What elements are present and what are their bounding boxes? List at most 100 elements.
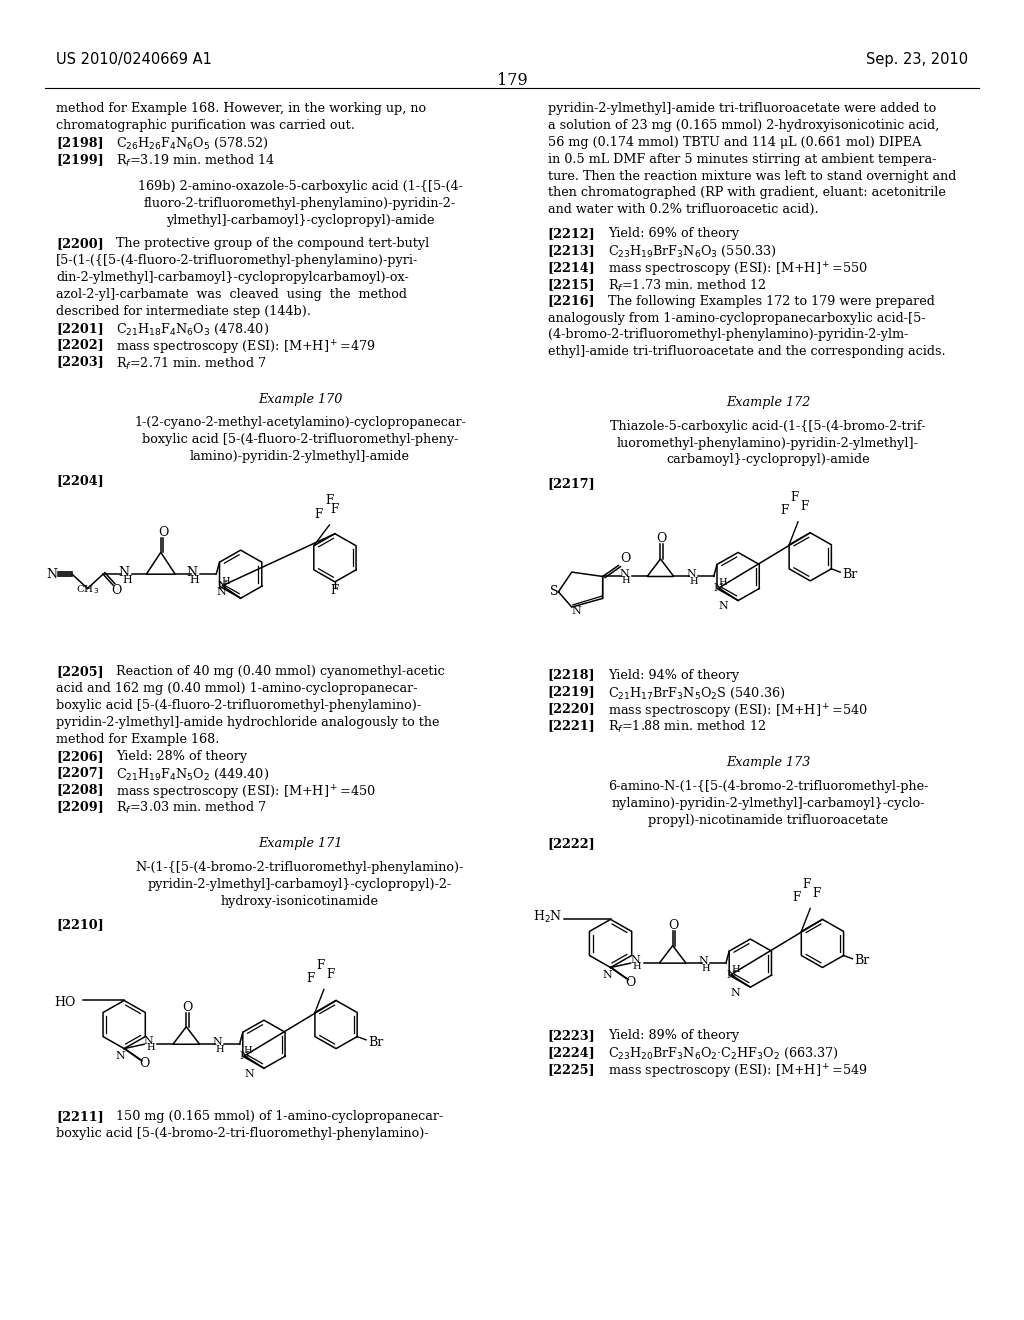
- Text: R$_f$=1.88 min. method 12: R$_f$=1.88 min. method 12: [608, 719, 766, 735]
- Text: Br: Br: [855, 954, 870, 968]
- Text: 56 mg (0.174 mmol) TBTU and 114 μL (0.661 mol) DIPEA: 56 mg (0.174 mmol) TBTU and 114 μL (0.66…: [548, 136, 922, 149]
- Text: H: H: [633, 962, 641, 972]
- Text: Example 173: Example 173: [726, 756, 810, 770]
- Text: H: H: [622, 577, 631, 585]
- Text: N: N: [119, 565, 130, 578]
- Text: Br: Br: [369, 1036, 384, 1048]
- Text: R$_f$=3.03 min. method 7: R$_f$=3.03 min. method 7: [117, 800, 267, 817]
- Text: N: N: [571, 606, 581, 616]
- Text: boxylic acid [5-(4-fluoro-2-trifluoromethyl-phenylamino)-: boxylic acid [5-(4-fluoro-2-trifluoromet…: [56, 700, 422, 711]
- Text: [2213]: [2213]: [548, 244, 596, 257]
- Text: [2209]: [2209]: [56, 800, 104, 813]
- Text: The following Examples 172 to 179 were prepared: The following Examples 172 to 179 were p…: [608, 294, 935, 308]
- Text: O: O: [139, 1057, 150, 1071]
- Text: H: H: [689, 577, 698, 586]
- Text: Example 171: Example 171: [258, 837, 342, 850]
- Text: N-(1-{[5-(4-bromo-2-trifluoromethyl-phenylamino)-: N-(1-{[5-(4-bromo-2-trifluoromethyl-phen…: [136, 861, 464, 874]
- Text: Br: Br: [843, 568, 858, 581]
- Text: Yield: 69% of theory: Yield: 69% of theory: [608, 227, 739, 240]
- Text: mass spectroscopy (ESI): [M+H]$^+$=479: mass spectroscopy (ESI): [M+H]$^+$=479: [117, 338, 376, 356]
- Text: F: F: [813, 887, 821, 900]
- Text: The protective group of the compound tert-butyl: The protective group of the compound ter…: [117, 238, 430, 251]
- Text: H: H: [221, 577, 230, 586]
- Text: H$_2$N: H$_2$N: [532, 909, 562, 925]
- Text: F: F: [331, 503, 339, 516]
- Text: N: N: [698, 956, 709, 966]
- Text: mass spectroscopy (ESI): [M+H]$^+$=450: mass spectroscopy (ESI): [M+H]$^+$=450: [117, 784, 376, 801]
- Text: H: H: [215, 1045, 224, 1055]
- Text: N: N: [212, 1038, 222, 1047]
- Text: lamino)-pyridin-2-ylmethyl]-amide: lamino)-pyridin-2-ylmethyl]-amide: [190, 450, 410, 463]
- Text: F: F: [316, 960, 325, 972]
- Text: O: O: [620, 553, 630, 565]
- Text: luoromethyl-phenylamino)-pyridin-2-ylmethyl]-: luoromethyl-phenylamino)-pyridin-2-ylmet…: [617, 437, 919, 450]
- Text: N: N: [186, 565, 198, 578]
- Text: Yield: 89% of theory: Yield: 89% of theory: [608, 1030, 739, 1041]
- Text: N: N: [687, 569, 696, 579]
- Text: N: N: [630, 954, 640, 965]
- Text: [2217]: [2217]: [548, 477, 596, 490]
- Text: N: N: [217, 581, 227, 590]
- Text: S: S: [550, 585, 558, 598]
- Text: [2198]: [2198]: [56, 136, 104, 149]
- Text: O: O: [656, 532, 667, 545]
- Text: in 0.5 mL DMF after 5 minutes stirring at ambient tempera-: in 0.5 mL DMF after 5 minutes stirring a…: [548, 153, 936, 166]
- Text: [5-(1-({[5-(4-fluoro-2-trifluoromethyl-phenylamino)-pyri-: [5-(1-({[5-(4-fluoro-2-trifluoromethyl-p…: [56, 253, 419, 267]
- Text: 1-(2-cyano-2-methyl-acetylamino)-cyclopropanecar-: 1-(2-cyano-2-methyl-acetylamino)-cyclopr…: [134, 416, 466, 429]
- Text: H: H: [244, 1045, 252, 1055]
- Text: pyridin-2-ylmethyl]-carbamoyl}-cyclopropyl)-2-: pyridin-2-ylmethyl]-carbamoyl}-cycloprop…: [147, 878, 453, 891]
- Text: F: F: [327, 968, 335, 981]
- Text: Example 170: Example 170: [258, 392, 342, 405]
- Text: N: N: [719, 601, 728, 611]
- Text: O: O: [626, 977, 636, 989]
- Text: O: O: [669, 920, 679, 932]
- Text: [2222]: [2222]: [548, 837, 596, 850]
- Text: N: N: [602, 970, 612, 981]
- Text: CH$_3$: CH$_3$: [76, 583, 99, 597]
- Text: method for Example 168.: method for Example 168.: [56, 733, 220, 746]
- Text: nylamino)-pyridin-2-ylmethyl]-carbamoyl}-cyclo-: nylamino)-pyridin-2-ylmethyl]-carbamoyl}…: [611, 797, 925, 810]
- Text: N: N: [46, 568, 57, 581]
- Text: N: N: [731, 987, 740, 998]
- Text: [2220]: [2220]: [548, 702, 596, 715]
- Text: [2200]: [2200]: [56, 238, 104, 251]
- Text: din-2-ylmethyl]-carbamoyl}-cyclopropylcarbamoyl)-ox-: din-2-ylmethyl]-carbamoyl}-cyclopropylca…: [56, 271, 409, 284]
- Text: N: N: [116, 1051, 126, 1061]
- Text: F: F: [803, 878, 811, 891]
- Text: F: F: [331, 583, 339, 597]
- Text: O: O: [182, 1001, 193, 1014]
- Text: F: F: [314, 507, 323, 520]
- Text: mass spectroscopy (ESI): [M+H]$^+$=550: mass spectroscopy (ESI): [M+H]$^+$=550: [608, 261, 867, 279]
- Text: hydroxy-isonicotinamide: hydroxy-isonicotinamide: [221, 895, 379, 908]
- Text: C$_{21}$H$_{18}$F$_4$N$_6$O$_3$ (478.40): C$_{21}$H$_{18}$F$_4$N$_6$O$_3$ (478.40): [117, 322, 269, 337]
- Text: N: N: [217, 586, 226, 597]
- Text: N: N: [143, 1036, 154, 1045]
- Text: [2205]: [2205]: [56, 665, 104, 678]
- Text: N: N: [245, 1069, 254, 1078]
- Text: F: F: [801, 500, 809, 513]
- Text: HO: HO: [54, 997, 76, 1010]
- Text: 150 mg (0.165 mmol) of 1-amino-cyclopropanecar-: 150 mg (0.165 mmol) of 1-amino-cycloprop…: [117, 1110, 443, 1123]
- Text: C$_{21}$H$_{17}$BrF$_3$N$_5$O$_2$S (540.36): C$_{21}$H$_{17}$BrF$_3$N$_5$O$_2$S (540.…: [608, 685, 785, 701]
- Text: [2224]: [2224]: [548, 1045, 596, 1059]
- Text: F: F: [793, 891, 801, 904]
- Text: H: H: [189, 574, 199, 585]
- Text: [2218]: [2218]: [548, 668, 596, 681]
- Text: R$_f$=1.73 min. method 12: R$_f$=1.73 min. method 12: [608, 277, 767, 294]
- Text: [2201]: [2201]: [56, 322, 104, 335]
- Text: boxylic acid [5-(4-bromo-2-tri-fluoromethyl-phenylamino)-: boxylic acid [5-(4-bromo-2-tri-fluoromet…: [56, 1127, 429, 1140]
- Text: [2204]: [2204]: [56, 474, 104, 487]
- Text: F: F: [791, 491, 799, 504]
- Text: N: N: [618, 569, 629, 579]
- Text: [2206]: [2206]: [56, 750, 104, 763]
- Text: US 2010/0240669 A1: US 2010/0240669 A1: [56, 51, 212, 67]
- Text: Thiazole-5-carboxylic acid-(1-{[5-(4-bromo-2-trif-: Thiazole-5-carboxylic acid-(1-{[5-(4-bro…: [610, 420, 926, 433]
- Text: analogously from 1-amino-cyclopropanecarboxylic acid-[5-: analogously from 1-amino-cyclopropanecar…: [548, 312, 926, 325]
- Text: C$_{21}$H$_{19}$F$_4$N$_5$O$_2$ (449.40): C$_{21}$H$_{19}$F$_4$N$_5$O$_2$ (449.40): [117, 767, 269, 781]
- Text: (4-bromo-2-trifluoromethyl-phenylamino)-pyridin-2-ylm-: (4-bromo-2-trifluoromethyl-phenylamino)-…: [548, 329, 908, 342]
- Text: Yield: 28% of theory: Yield: 28% of theory: [117, 750, 248, 763]
- Text: and water with 0.2% trifluoroacetic acid).: and water with 0.2% trifluoroacetic acid…: [548, 203, 818, 216]
- Text: C$_{23}$H$_{19}$BrF$_3$N$_6$O$_3$ (550.33): C$_{23}$H$_{19}$BrF$_3$N$_6$O$_3$ (550.3…: [608, 244, 776, 259]
- Text: pyridin-2-ylmethyl]-amide tri-trifluoroacetate were added to: pyridin-2-ylmethyl]-amide tri-trifluoroa…: [548, 102, 936, 115]
- Text: ethyl]-amide tri-trifluoroacetate and the corresponding acids.: ethyl]-amide tri-trifluoroacetate and th…: [548, 346, 945, 358]
